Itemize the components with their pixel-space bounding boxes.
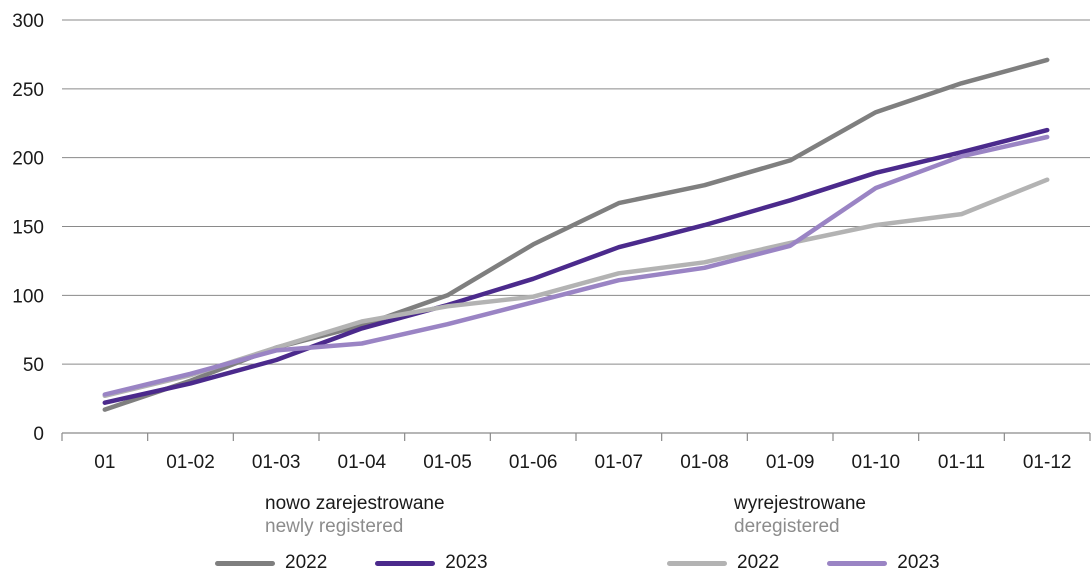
y-tick-label: 50 — [23, 355, 44, 376]
legend-item: 2022 — [215, 552, 327, 574]
legend-group-title: nowo zarejestrowane — [265, 493, 445, 514]
y-tick-label: 100 — [12, 286, 44, 307]
legend-group-subtitle: newly registered — [265, 516, 404, 537]
x-tick-label: 01-12 — [1023, 452, 1072, 473]
x-tick-label: 01-02 — [166, 452, 215, 473]
legend-swatch — [375, 560, 436, 566]
x-tick-label: 01-09 — [766, 452, 815, 473]
y-axis-ticks: 0 50 100 150 200 250 300 — [12, 11, 44, 445]
x-axis: 01 01-02 01-03 01-04 01-05 01-06 01-07 01-08 01-… — [61, 432, 1091, 473]
legend-group-title: wyrejestrowane — [734, 493, 866, 514]
y-tick-label: 150 — [12, 218, 44, 239]
x-tick-label: 01-05 — [423, 452, 472, 473]
legend-label: 2022 — [737, 552, 780, 573]
legend-items-newly-registered: 2022 2023 — [215, 552, 536, 574]
legend-label: 2022 — [285, 552, 328, 573]
legend-group-newly-registered: nowo zarejestrowane newly registered — [265, 492, 445, 538]
line-chart: 0 50 100 150 200 250 300 01 01-02 01-03 01-04 01-0… — [12, 11, 1091, 473]
gridlines — [62, 19, 1090, 365]
y-tick-label: 300 — [12, 11, 44, 32]
legend-item: 2022 — [667, 552, 779, 574]
series-lines — [102, 57, 1050, 412]
series-line — [102, 177, 1050, 399]
legend-group-subtitle: deregistered — [734, 516, 840, 537]
legend-swatch — [827, 560, 888, 566]
y-tick-label: 0 — [33, 424, 44, 445]
y-tick-label: 250 — [12, 80, 44, 101]
legend-item: 2023 — [375, 552, 488, 574]
legend-items-deregistered: 2022 2023 — [667, 552, 988, 574]
x-tick-label: 01-10 — [852, 452, 901, 473]
x-tick-label: 01-07 — [595, 452, 644, 473]
x-tick-label: 01-06 — [509, 452, 558, 473]
legend-swatch — [215, 560, 275, 566]
legend-label: 2023 — [897, 552, 940, 573]
legend-label: 2023 — [445, 552, 488, 573]
legend-swatch — [667, 560, 727, 566]
x-tick-label: 01-11 — [938, 452, 985, 473]
x-tick-label: 01-03 — [252, 452, 301, 473]
x-tick-label: 01 — [94, 452, 115, 473]
legend-item: 2023 — [827, 552, 940, 574]
x-tick-label: 01-04 — [338, 452, 387, 473]
series-line — [102, 134, 1050, 397]
legend-group-deregistered: wyrejestrowane deregistered — [734, 492, 866, 538]
x-tick-label: 01-08 — [680, 452, 729, 473]
series-line — [102, 127, 1050, 405]
y-tick-label: 200 — [12, 149, 44, 170]
